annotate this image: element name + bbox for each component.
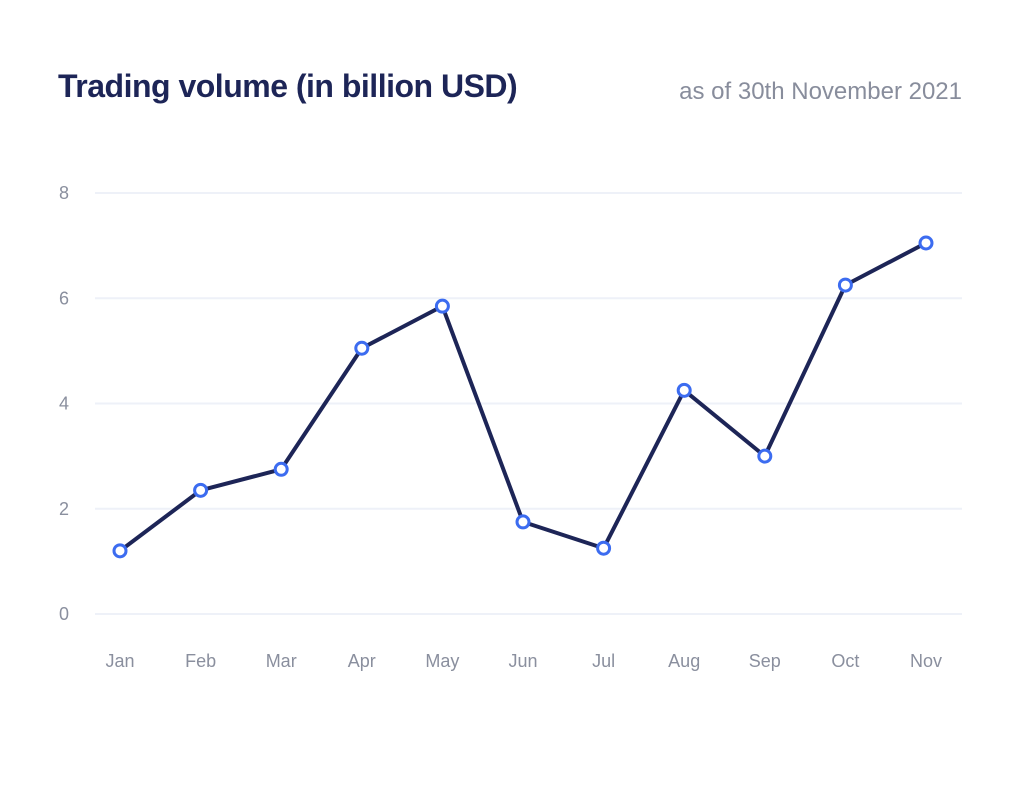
x-tick-label: Jun [508, 651, 537, 671]
x-tick-label: May [425, 651, 459, 671]
data-point-apr[interactable] [354, 340, 370, 356]
x-tick-label: Feb [185, 651, 216, 671]
data-point-feb[interactable] [193, 482, 209, 498]
chart-title: Trading volume (in billion USD) [58, 68, 518, 104]
y-tick-label: 6 [59, 288, 69, 308]
data-point-oct[interactable] [837, 277, 853, 293]
data-point-mar[interactable] [273, 461, 289, 477]
series-layer [118, 240, 928, 553]
data-point-sep[interactable] [757, 448, 773, 464]
x-axis-ticks: Jan Feb Mar Apr May Jun Jul Aug Sep Oct Nov [105, 651, 942, 671]
data-point-nov[interactable] [918, 235, 934, 251]
x-tick-label: Aug [668, 651, 700, 671]
data-point-may[interactable] [434, 298, 450, 314]
x-tick-label: Jul [592, 651, 615, 671]
grid-layer [95, 192, 962, 615]
y-axis-ticks: 0 2 4 6 8 [59, 183, 69, 624]
data-point-jun[interactable] [515, 514, 531, 530]
x-tick-label: Mar [266, 651, 297, 671]
x-tick-label: Apr [348, 651, 376, 671]
series-line [118, 240, 928, 553]
data-point-aug[interactable] [676, 382, 692, 398]
x-tick-label: Nov [910, 651, 942, 671]
x-tick-label: Sep [749, 651, 781, 671]
data-point-jan[interactable] [112, 543, 128, 559]
y-tick-label: 4 [59, 394, 69, 414]
data-point-jul[interactable] [596, 540, 612, 556]
y-tick-label: 0 [59, 604, 69, 624]
y-tick-label: 2 [59, 499, 69, 519]
x-tick-label: Oct [831, 651, 859, 671]
y-tick-label: 8 [59, 183, 69, 203]
point-layer [112, 235, 934, 559]
x-tick-label: Jan [105, 651, 134, 671]
chart-subtitle: as of 30th November 2021 [679, 78, 962, 105]
